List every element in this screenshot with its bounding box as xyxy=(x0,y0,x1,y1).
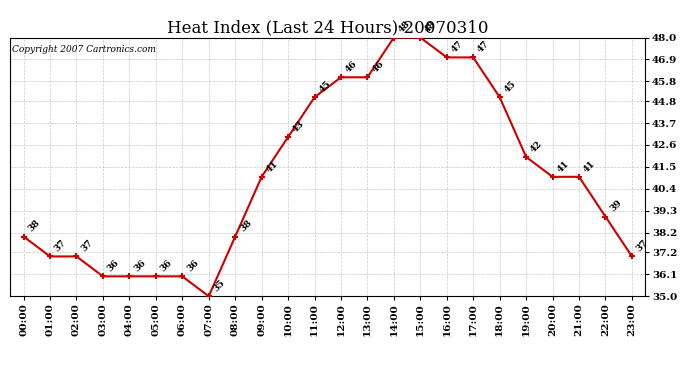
Text: 45: 45 xyxy=(502,79,518,94)
Text: 37: 37 xyxy=(635,238,650,254)
Text: 41: 41 xyxy=(582,159,597,174)
Text: 47: 47 xyxy=(476,39,491,55)
Text: 43: 43 xyxy=(291,119,306,134)
Text: 36: 36 xyxy=(159,258,174,274)
Title: Heat Index (Last 24 Hours) 20070310: Heat Index (Last 24 Hours) 20070310 xyxy=(167,19,489,36)
Text: 41: 41 xyxy=(264,159,279,174)
Text: 46: 46 xyxy=(344,59,359,75)
Text: 37: 37 xyxy=(53,238,68,254)
Text: 36: 36 xyxy=(106,258,121,274)
Text: 39: 39 xyxy=(609,198,624,214)
Text: 37: 37 xyxy=(79,238,95,254)
Text: 36: 36 xyxy=(132,258,148,274)
Text: 38: 38 xyxy=(238,218,253,234)
Text: 35: 35 xyxy=(212,278,227,294)
Text: 42: 42 xyxy=(529,139,544,154)
Text: 48: 48 xyxy=(397,20,412,35)
Text: 36: 36 xyxy=(185,258,200,274)
Text: 46: 46 xyxy=(371,59,386,75)
Text: Copyright 2007 Cartronics.com: Copyright 2007 Cartronics.com xyxy=(12,45,155,54)
Text: 38: 38 xyxy=(26,218,41,234)
Text: 48: 48 xyxy=(423,20,438,35)
Text: 47: 47 xyxy=(450,39,465,55)
Text: 41: 41 xyxy=(555,159,571,174)
Text: 45: 45 xyxy=(317,79,333,94)
